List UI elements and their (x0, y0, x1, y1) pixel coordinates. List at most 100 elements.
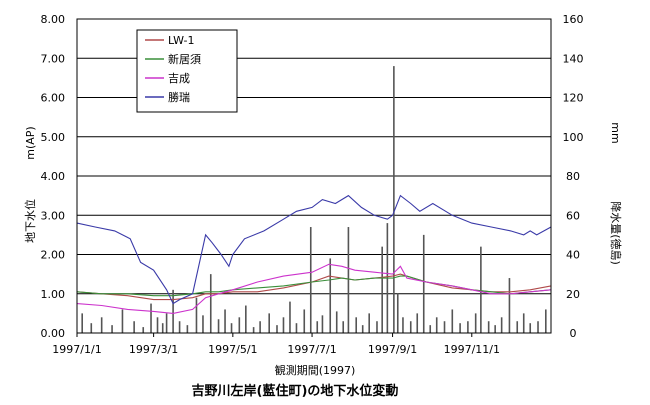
rainfall-bar (451, 309, 454, 333)
rainfall-bar (529, 323, 532, 333)
rainfall-bar (443, 321, 446, 333)
rainfall-bar (321, 315, 324, 333)
right-tick-label: 120 (563, 92, 584, 105)
rainfall-bar (224, 309, 226, 333)
left-tick-label: 2.00 (41, 249, 66, 262)
right-tick-label: 0 (570, 327, 577, 340)
left-tick-label: 3.00 (41, 209, 66, 222)
rainfall-bar (474, 313, 477, 333)
rainfall-bar (537, 321, 539, 333)
rainfall-bar (245, 305, 247, 333)
series-line-3 (76, 263, 552, 314)
plot-frame (76, 18, 552, 334)
rainfall-bar (252, 327, 255, 333)
rainfall-bar (355, 317, 358, 333)
left-tick-label: 1.00 (41, 288, 66, 301)
series-line-2 (76, 275, 552, 297)
chart-title: 吉野川左岸(藍住町)の地下水位変動 (192, 383, 399, 399)
rainfall-bar (522, 313, 525, 333)
rainfall-bar (342, 321, 345, 333)
left-tick-label: 6.00 (41, 92, 66, 105)
rainfall-bar (217, 319, 220, 333)
rainfall-bar (459, 323, 461, 333)
x-axis-ticks: 1997/1/1 1997/3/1 1997/5/1 1997/7/1 1997/9/1… (52, 333, 500, 356)
rainfall-bar (329, 258, 332, 333)
rainfall-bar (409, 321, 412, 333)
right-axis-ticks: 0 20 40 60 80 100 120 140 160 (563, 13, 584, 340)
left-tick-label: 7.00 (41, 52, 66, 65)
right-tick-label: 140 (563, 52, 584, 65)
left-axis-title: 地下水位 m(AP) (23, 126, 37, 243)
rainfall-bar (81, 313, 83, 333)
x-tick-label: 1997/11/1 (444, 343, 500, 356)
right-tick-label: 40 (566, 249, 580, 262)
x-axis-title: 観測期間(1997) (275, 363, 356, 377)
rainfall-bar (303, 309, 306, 333)
legend-label: 勝瑞 (168, 90, 190, 104)
rainfall-bar (209, 274, 212, 333)
rainfall-bar (282, 317, 285, 333)
rainfall-bar (422, 234, 425, 333)
legend-label: 吉成 (168, 72, 190, 85)
rainfall-bar (276, 325, 278, 333)
right-tick-label: 100 (563, 131, 584, 144)
rainfall-bar (396, 293, 399, 333)
legend-label: LW-1 (168, 34, 195, 47)
rainfall-bar (500, 317, 503, 333)
rainfall-bar (416, 313, 419, 333)
rainfall-bar (393, 66, 395, 333)
rainfall-bar (508, 278, 511, 333)
rainfall-bar (376, 321, 378, 333)
series-lines (76, 194, 552, 314)
right-tick-label: 160 (563, 13, 584, 26)
rainfall-bar (368, 313, 370, 333)
rainfall-bar (186, 325, 189, 333)
rainfall-bar (480, 246, 482, 333)
rainfall-bar (381, 246, 383, 333)
rainfall-bar (467, 321, 469, 333)
right-tick-label: 60 (566, 209, 580, 222)
rainfall-bar (202, 315, 204, 333)
x-tick-label: 1997/5/1 (208, 343, 257, 356)
left-axis-ticks: 0.00 1.00 2.00 3.00 4.00 5.00 6.00 7.00 8.00 (41, 13, 66, 340)
rainfall-bar (165, 313, 168, 333)
rainfall-bar (516, 321, 519, 333)
rainfall-bar (402, 317, 404, 333)
rainfall-bar (150, 303, 152, 333)
rainfall-bar (178, 321, 181, 333)
left-tick-label: 4.00 (41, 170, 66, 183)
legend-box (136, 29, 238, 113)
rainfall-bar (361, 325, 364, 333)
x-tick-label: 1997/3/1 (129, 343, 178, 356)
rainfall-bar (487, 321, 490, 333)
x-tick-label: 1997/9/1 (368, 343, 417, 356)
rainfall-bar (347, 227, 350, 333)
rainfall-bar (295, 323, 298, 333)
rainfall-bar (545, 309, 547, 333)
rainfall-bar (230, 323, 233, 333)
rainfall-bar (429, 325, 432, 333)
rainfall-bar (121, 309, 124, 333)
right-tick-label: 20 (566, 288, 580, 301)
rainfall-bar (289, 301, 291, 333)
rainfall-bar (90, 323, 93, 333)
right-axis-title: 降水量(徳島) mm (609, 122, 623, 265)
rainfall-bar (309, 227, 312, 333)
left-tick-label: 0.00 (41, 327, 66, 340)
rainfall-bar (133, 321, 135, 333)
rainfall-bar (316, 321, 319, 333)
rainfall-bar (195, 297, 198, 333)
right-tick-label: 80 (566, 170, 580, 183)
rainfall-bar (172, 289, 174, 333)
rainfall-bar (161, 323, 164, 333)
rainfall-bar (142, 327, 145, 333)
rainfall-bar (156, 317, 159, 333)
rainfall-bar (259, 321, 261, 333)
left-axis-label: 地下水位 (23, 199, 37, 243)
left-tick-label: 8.00 (41, 13, 66, 26)
right-axis-label: 降水量(徳島) (609, 201, 623, 265)
rainfall-bar (100, 317, 103, 333)
rainfall-bar (111, 325, 113, 333)
